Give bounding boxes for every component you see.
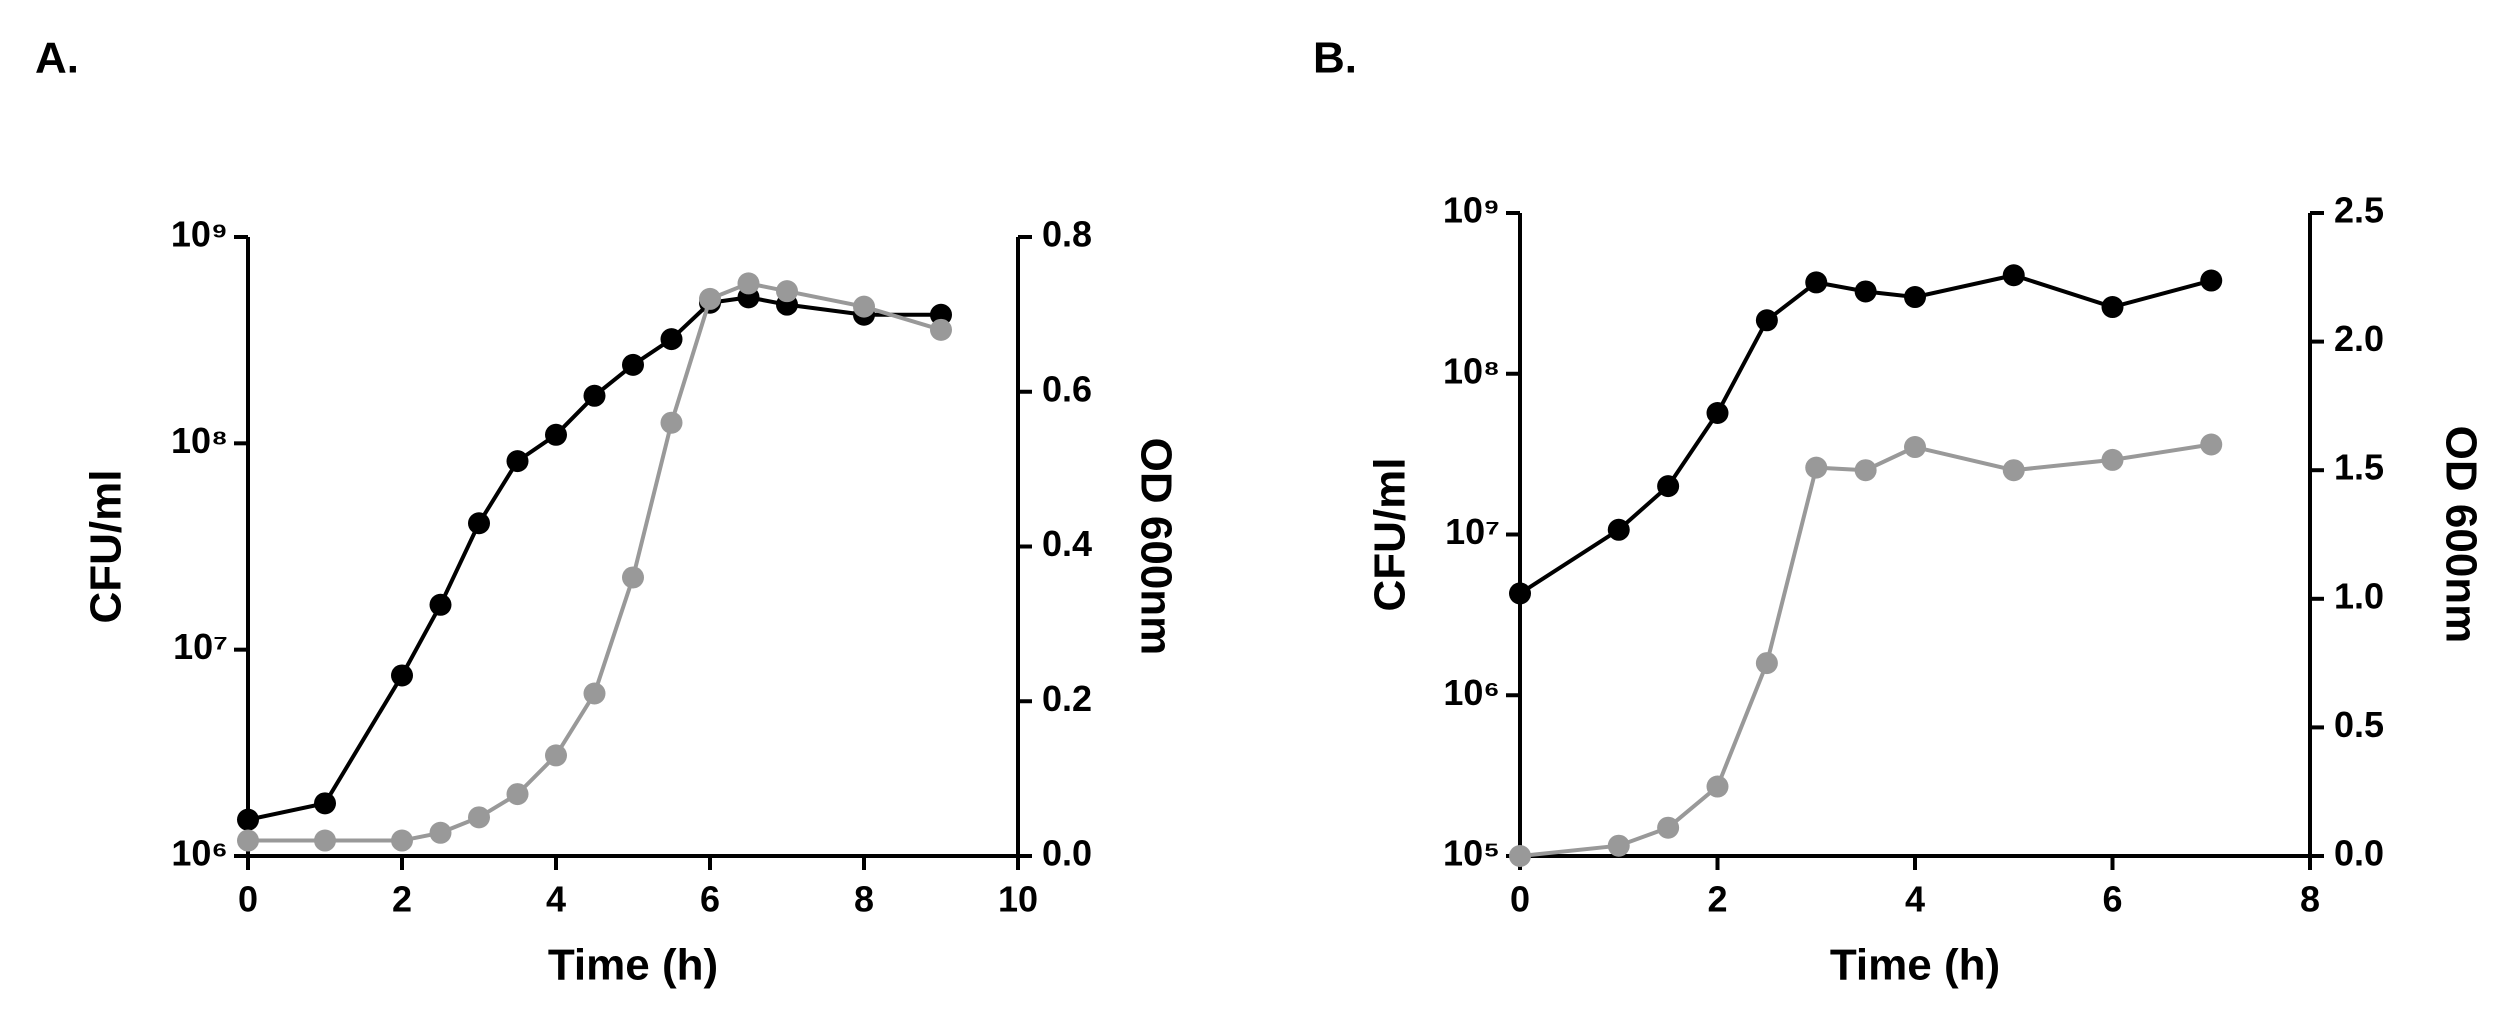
data-point [545,744,567,767]
y2-axis-title: OD 600nm [1131,438,1180,656]
data-point [1657,475,1680,498]
panel-label: A. [35,34,79,83]
data-point [237,808,259,831]
data-point [506,783,529,806]
data-point [1854,280,1877,303]
data-point [776,280,798,303]
data-point [1854,459,1877,482]
data-point [2101,448,2124,471]
data-point [853,295,875,318]
y-tick-label: 10⁵ [1443,833,1500,874]
x-tick-label: 2 [392,879,412,920]
y-tick-label: 10⁸ [171,420,228,461]
series-line [1518,273,2212,596]
series-line [1519,442,2212,858]
data-point [660,411,683,434]
data-point [1509,845,1531,867]
y2-tick-label: 2.0 [2334,318,2384,359]
data-point [391,829,413,852]
data-point [1509,582,1531,605]
data-point [1805,271,1828,294]
y-axis-title: CFU/ml [82,470,131,624]
y2-tick-label: 0.0 [1042,833,1092,874]
data-point [314,792,336,815]
y2-tick-label: 0.4 [1042,523,1092,564]
data-point [1904,286,1926,309]
x-tick-label: 0 [238,879,258,920]
panel-label: B. [1313,34,1357,83]
data-point [1904,436,1926,459]
x-axis-title: Time (h) [548,941,718,990]
x-tick-label: 4 [546,879,566,920]
data-point [1755,309,1778,332]
data-point [429,821,452,844]
data-point [1805,456,1828,479]
y-tick-label: 10⁶ [1443,672,1500,713]
data-point [237,829,259,852]
data-point [468,806,490,829]
data-point [2101,296,2124,319]
y2-tick-label: 0.8 [1042,214,1092,255]
x-tick-label: 2 [1707,879,1727,920]
data-point [1607,834,1630,857]
data-point [545,423,567,446]
data-point [583,384,606,407]
data-point [391,664,413,687]
data-point [2200,433,2223,456]
data-point [699,287,721,310]
y2-axis-title: OD 600nm [2436,426,2485,644]
data-point [468,512,490,535]
x-tick-label: 6 [700,879,720,920]
data-point [930,303,952,326]
data-point [314,829,336,852]
y-tick-label: 10⁹ [171,214,228,255]
y2-tick-label: 0.0 [2334,833,2384,874]
x-tick-label: 4 [1905,879,1925,920]
data-point [583,682,606,705]
data-point [2002,264,2025,287]
y-axis-title: CFU/ml [1366,458,1415,612]
x-tick-label: 10 [998,879,1038,920]
x-tick-label: 8 [2300,879,2320,920]
data-point [622,353,644,376]
data-point [1607,518,1630,541]
y-tick-label: 10⁶ [171,833,228,874]
data-point [1706,401,1729,424]
y-tick-label: 10⁹ [1443,190,1500,231]
y2-tick-label: 2.5 [2334,190,2384,231]
y-tick-label: 10⁷ [173,626,228,667]
y2-tick-label: 0.5 [2334,704,2384,745]
y2-tick-label: 0.2 [1042,678,1092,719]
data-point [506,450,529,473]
data-point [429,593,452,616]
x-axis-title: Time (h) [1830,941,2000,990]
x-tick-label: 0 [1510,879,1530,920]
data-point [660,328,683,351]
data-point [1706,775,1729,798]
data-point [2200,269,2223,292]
data-point [1657,816,1680,839]
y-tick-label: 10⁷ [1445,511,1500,552]
y-tick-label: 10⁸ [1443,350,1500,391]
data-point [737,272,760,295]
x-tick-label: 8 [854,879,874,920]
series-line [247,295,941,822]
y2-tick-label: 1.0 [2334,575,2384,616]
data-point [930,318,952,341]
data-point [622,566,644,589]
x-tick-label: 6 [2102,879,2122,920]
data-point [1755,652,1778,675]
data-point [2002,459,2025,482]
y2-tick-label: 1.5 [2334,447,2384,488]
y2-tick-label: 0.6 [1042,368,1092,409]
